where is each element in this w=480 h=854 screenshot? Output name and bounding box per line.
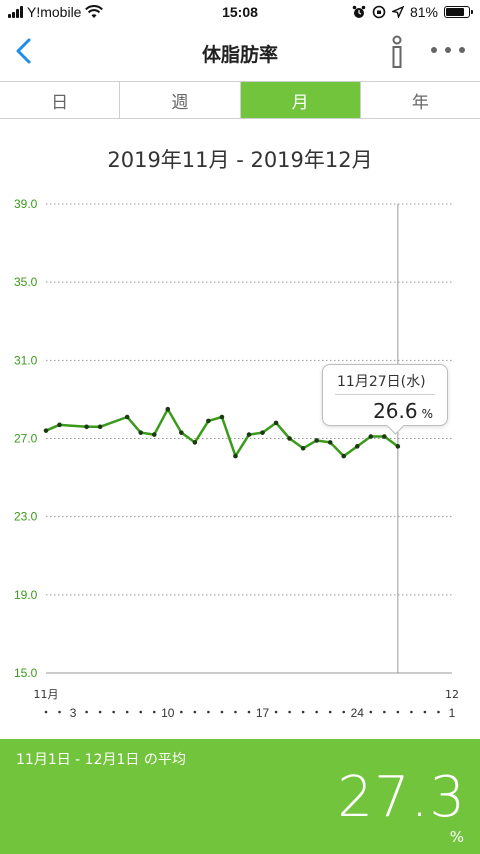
x-tick-label: 24: [351, 706, 365, 720]
data-point: [327, 440, 333, 445]
x-month-label: 11月: [34, 688, 59, 701]
x-tick-label: 1: [449, 706, 456, 720]
data-point: [368, 434, 374, 439]
data-point: [124, 414, 130, 420]
data-point: [395, 444, 401, 449]
data-point: [341, 453, 347, 459]
x-tick-label: 17: [256, 706, 270, 720]
x-day-dot: [437, 710, 440, 714]
x-day-dot: [139, 710, 143, 714]
x-day-dot: [234, 710, 237, 714]
data-point: [287, 436, 292, 441]
status-left: Y!mobile: [8, 4, 104, 20]
x-day-dot: [301, 710, 305, 714]
data-point: [57, 422, 62, 428]
y-tick-label: 39.0: [14, 197, 38, 211]
data-point: [246, 432, 252, 437]
data-point: [165, 406, 171, 412]
x-day-dot: [315, 710, 318, 714]
x-tick-label: 3: [70, 706, 77, 720]
data-point: [206, 418, 211, 424]
x-day-dot: [342, 710, 346, 714]
x-day-dot: [85, 710, 88, 714]
data-point: [84, 424, 89, 430]
x-day-dot: [58, 710, 61, 714]
x-day-dot: [247, 710, 251, 714]
x-day-dot: [207, 710, 210, 714]
tooltip-divider: [335, 394, 435, 395]
y-tick-label: 27.0: [14, 432, 38, 446]
rotation-lock-icon: [372, 5, 386, 19]
page-title: 体脂肪率: [201, 44, 278, 66]
data-point: [151, 432, 157, 437]
body-fat-line-chart[interactable]: 39.0 35.0 31.0 27.0 23.0 19.0 15.0 3 10 17 24 1 11月 1…: [0, 180, 480, 730]
status-time: 15:08: [222, 4, 258, 20]
data-point: [233, 453, 238, 459]
x-day-dot: [44, 710, 48, 714]
tooltip-value: 26.6%: [373, 399, 433, 423]
average-summary-panel: 11月1日 - 12月1日 の平均 27.3 %: [0, 739, 480, 854]
y-tick-label: 31.0: [14, 353, 38, 367]
status-bar: Y!mobile 15:08 81%: [0, 0, 480, 26]
y-tick-label: 15.0: [14, 666, 38, 680]
x-day-dot: [410, 710, 413, 714]
tooltip-date: 11月27日(水): [337, 374, 426, 390]
data-point: [300, 445, 306, 451]
y-tick-label: 35.0: [14, 275, 38, 289]
data-point: [219, 414, 225, 420]
data-point: [314, 438, 319, 443]
x-tick-label: 10: [161, 706, 175, 720]
status-right: 81%: [352, 4, 473, 20]
average-range-label: 11月1日 - 12月1日 の平均: [16, 752, 186, 768]
x-day-dot: [328, 710, 332, 714]
x-day-dot: [152, 710, 156, 714]
data-point: [192, 440, 198, 445]
y-tick-label: 19.0: [14, 588, 38, 602]
x-day-dot: [98, 710, 102, 714]
data-point: [354, 444, 360, 449]
period-tabs: 日 週 月 年: [0, 81, 480, 119]
x-day-dot: [288, 710, 291, 714]
x-day-dot: [396, 710, 400, 714]
tab-week[interactable]: 週: [120, 82, 241, 118]
tooltip-value-number: 26.6: [373, 399, 418, 423]
x-day-dot: [125, 710, 129, 714]
nav-bar: 体脂肪率: [0, 26, 480, 80]
battery-percent: 81%: [409, 4, 438, 20]
info-icon[interactable]: [384, 34, 410, 70]
x-day-dot: [369, 710, 373, 714]
x-day-dot: [193, 710, 197, 714]
alarm-icon: [352, 5, 366, 18]
period-range-label: 2019年11月 - 2019年12月: [107, 148, 373, 172]
y-tick-label: 23.0: [14, 510, 38, 524]
x-day-dot: [220, 710, 224, 714]
data-point: [138, 430, 144, 435]
tab-day[interactable]: 日: [0, 82, 121, 118]
tab-year[interactable]: 年: [411, 92, 429, 113]
cellular-signal-icon: [8, 6, 23, 18]
x-day-dot: [383, 710, 386, 714]
back-chevron-icon[interactable]: [10, 36, 40, 66]
selected-point-tooltip: 11月27日(水) 26.6%: [322, 364, 448, 426]
carrier-name: Y!mobile: [27, 4, 82, 20]
average-unit: %: [449, 828, 464, 846]
data-point: [382, 434, 387, 439]
x-day-dot: [423, 710, 427, 714]
data-point: [179, 430, 184, 435]
x-day-dot: [180, 710, 183, 714]
data-point: [43, 428, 49, 433]
data-point: [260, 430, 265, 435]
more-options-icon[interactable]: [428, 38, 468, 62]
average-value: 27.3: [337, 765, 466, 830]
tab-month[interactable]: 月: [240, 82, 361, 118]
data-point: [97, 424, 103, 430]
x-month-label: 12: [445, 688, 459, 701]
wifi-icon: [85, 5, 104, 18]
tooltip-unit: %: [421, 407, 433, 421]
location-icon: [391, 6, 404, 18]
x-day-dot: [112, 710, 115, 714]
x-day-dot: [274, 710, 278, 714]
battery-icon: [444, 6, 473, 18]
data-point: [273, 420, 279, 426]
